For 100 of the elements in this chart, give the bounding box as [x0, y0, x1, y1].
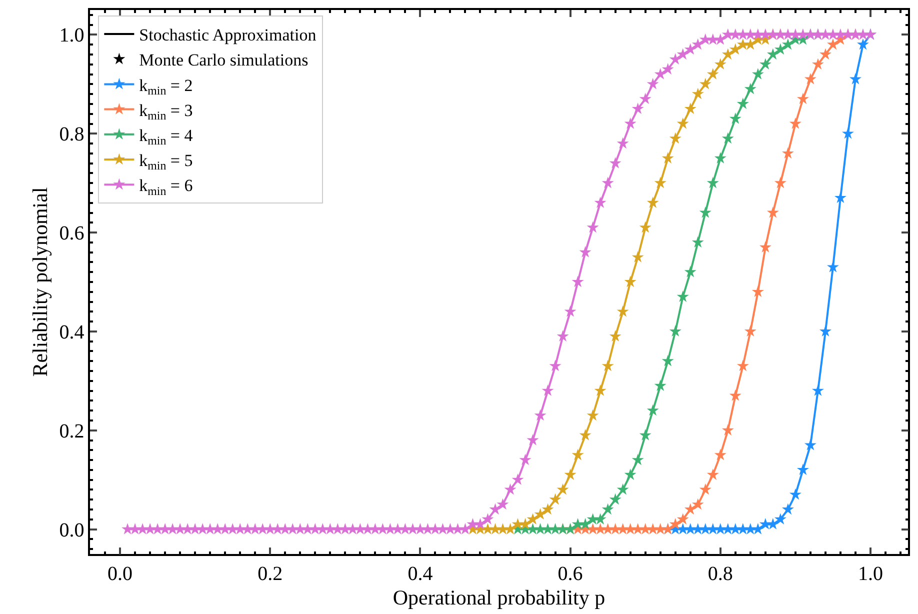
- point: [512, 518, 524, 530]
- point: [504, 522, 516, 534]
- point: [579, 429, 592, 440]
- point: [744, 82, 756, 94]
- point: [782, 503, 794, 515]
- point: [812, 384, 824, 396]
- point: [572, 518, 584, 530]
- point: [594, 384, 606, 396]
- point: [669, 325, 682, 337]
- point: [646, 196, 659, 208]
- point: [714, 152, 726, 164]
- y-tick-label: 0.2: [59, 420, 84, 442]
- legend-label: k$_{min}$ = 5: [139, 151, 193, 173]
- point: [609, 522, 622, 534]
- point: [602, 503, 614, 515]
- point: [744, 325, 756, 337]
- point: [826, 38, 839, 50]
- y-tick-label: 0.6: [59, 222, 84, 245]
- point: [586, 409, 599, 421]
- point: [594, 522, 606, 534]
- point: [676, 513, 689, 524]
- point: [542, 522, 554, 534]
- point: [624, 468, 636, 480]
- x-tick-label: 0.8: [708, 562, 733, 585]
- point: [496, 522, 509, 534]
- point: [819, 48, 832, 60]
- point: [744, 522, 756, 534]
- point: [489, 522, 502, 534]
- point: [774, 513, 786, 524]
- point: [676, 117, 689, 129]
- point: [714, 448, 726, 460]
- point: [759, 58, 772, 70]
- point: [789, 117, 802, 129]
- x-tick-label: 0.6: [558, 562, 583, 585]
- point: [729, 522, 742, 534]
- x-tick-label: 0.4: [408, 562, 433, 585]
- point: [706, 468, 719, 480]
- point: [804, 72, 816, 84]
- point: [782, 147, 794, 159]
- y-tick-label: 0.0: [59, 519, 84, 542]
- point: [722, 132, 734, 144]
- x-tick-label: 1.0: [858, 562, 883, 585]
- legend-label: k$_{min}$ = 2: [139, 76, 193, 98]
- point: [564, 468, 576, 480]
- point: [616, 305, 629, 317]
- point: [706, 176, 719, 188]
- point: [556, 483, 569, 495]
- legend-label: Stochastic Approximation: [139, 26, 317, 45]
- point: [624, 276, 636, 288]
- point: [766, 48, 779, 60]
- point: [699, 78, 712, 90]
- point: [676, 290, 689, 302]
- point: [706, 522, 719, 534]
- point: [699, 483, 712, 495]
- point: [654, 176, 666, 188]
- point: [602, 360, 614, 372]
- point: [572, 448, 584, 460]
- point: [684, 503, 696, 515]
- y-tick-label: 1.0: [59, 24, 84, 47]
- point: [752, 68, 764, 80]
- point: [714, 522, 726, 534]
- legend-label: k$_{min}$ = 3: [139, 100, 193, 122]
- y-tick-label: 0.8: [59, 124, 84, 146]
- point: [752, 286, 764, 297]
- point: [669, 132, 682, 144]
- point: [759, 241, 772, 252]
- point: [684, 266, 696, 278]
- point: [714, 58, 726, 70]
- point: [542, 503, 554, 515]
- point: [602, 522, 614, 534]
- point: [774, 176, 786, 188]
- point: [729, 112, 742, 124]
- x-tick-label: 0.0: [108, 562, 133, 585]
- point: [526, 513, 539, 524]
- point: [819, 325, 832, 337]
- x-tick-label: 0.2: [258, 562, 283, 585]
- point: [549, 493, 562, 505]
- point: [736, 98, 749, 110]
- point: [736, 38, 749, 50]
- y-axis-title: Reliability polynomial: [28, 187, 52, 377]
- legend-label: k$_{min}$ = 6: [139, 176, 193, 198]
- point: [849, 72, 862, 84]
- point: [722, 424, 734, 436]
- point: [812, 58, 824, 70]
- y-tick-label: 0.4: [59, 321, 84, 344]
- point: [534, 508, 546, 520]
- point: [646, 404, 659, 416]
- point: [579, 518, 592, 530]
- point: [526, 522, 539, 534]
- point: [586, 513, 599, 524]
- point: [722, 522, 734, 534]
- point: [654, 380, 666, 391]
- point: [692, 498, 704, 510]
- point: [796, 92, 809, 104]
- point: [684, 102, 696, 114]
- point: [782, 38, 794, 50]
- point: [594, 513, 606, 524]
- legend-label: Monte Carlo simulations: [139, 50, 308, 70]
- point: [699, 522, 712, 534]
- point: [706, 68, 719, 80]
